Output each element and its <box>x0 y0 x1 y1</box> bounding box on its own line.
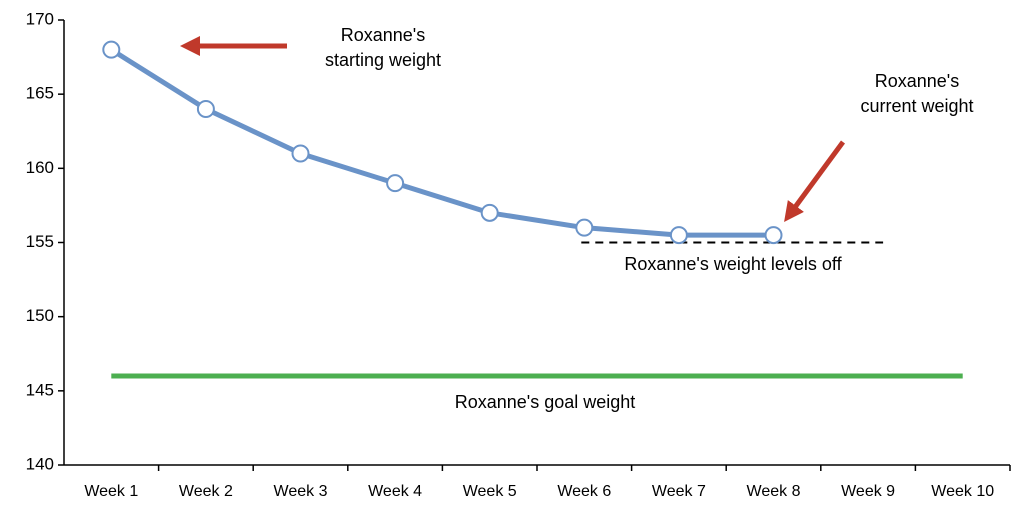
y-tick-label: 155 <box>26 232 54 251</box>
annotation-text: Roxanne's <box>341 25 426 45</box>
y-tick-label: 150 <box>26 306 54 325</box>
y-tick-label: 145 <box>26 380 54 399</box>
data-point <box>575 218 594 237</box>
data-point <box>669 226 688 245</box>
data-point <box>102 40 121 59</box>
x-tick-label: Week 3 <box>274 483 328 500</box>
x-tick-label: Week 9 <box>841 483 895 500</box>
data-point <box>764 226 783 245</box>
data-point <box>386 174 405 193</box>
x-tick-label: Week 5 <box>463 483 517 500</box>
x-tick-label: Week 1 <box>84 483 138 500</box>
series-line <box>109 47 774 238</box>
x-tick-label: Week 8 <box>747 483 801 500</box>
reference-label: Roxanne's goal weight <box>455 392 636 412</box>
annotation-text: Roxanne's <box>875 71 960 91</box>
data-point <box>196 100 215 118</box>
reference-label: Roxanne's weight levels off <box>624 254 842 274</box>
y-tick-label: 165 <box>26 84 54 103</box>
annotation-arrow <box>784 140 846 223</box>
y-tick-label: 160 <box>26 158 54 177</box>
annotation-text: current weight <box>860 96 973 116</box>
annotation-text: starting weight <box>325 50 441 70</box>
x-tick-label: Week 10 <box>931 483 994 500</box>
x-tick-label: Week 7 <box>652 483 706 500</box>
x-tick-label: Week 6 <box>557 483 611 500</box>
x-tick-label: Week 2 <box>179 483 233 500</box>
data-point <box>291 144 310 163</box>
y-tick-label: 170 <box>26 9 54 28</box>
y-tick-label: 140 <box>26 454 54 473</box>
x-tick-label: Week 4 <box>368 483 422 500</box>
data-point <box>480 203 499 222</box>
